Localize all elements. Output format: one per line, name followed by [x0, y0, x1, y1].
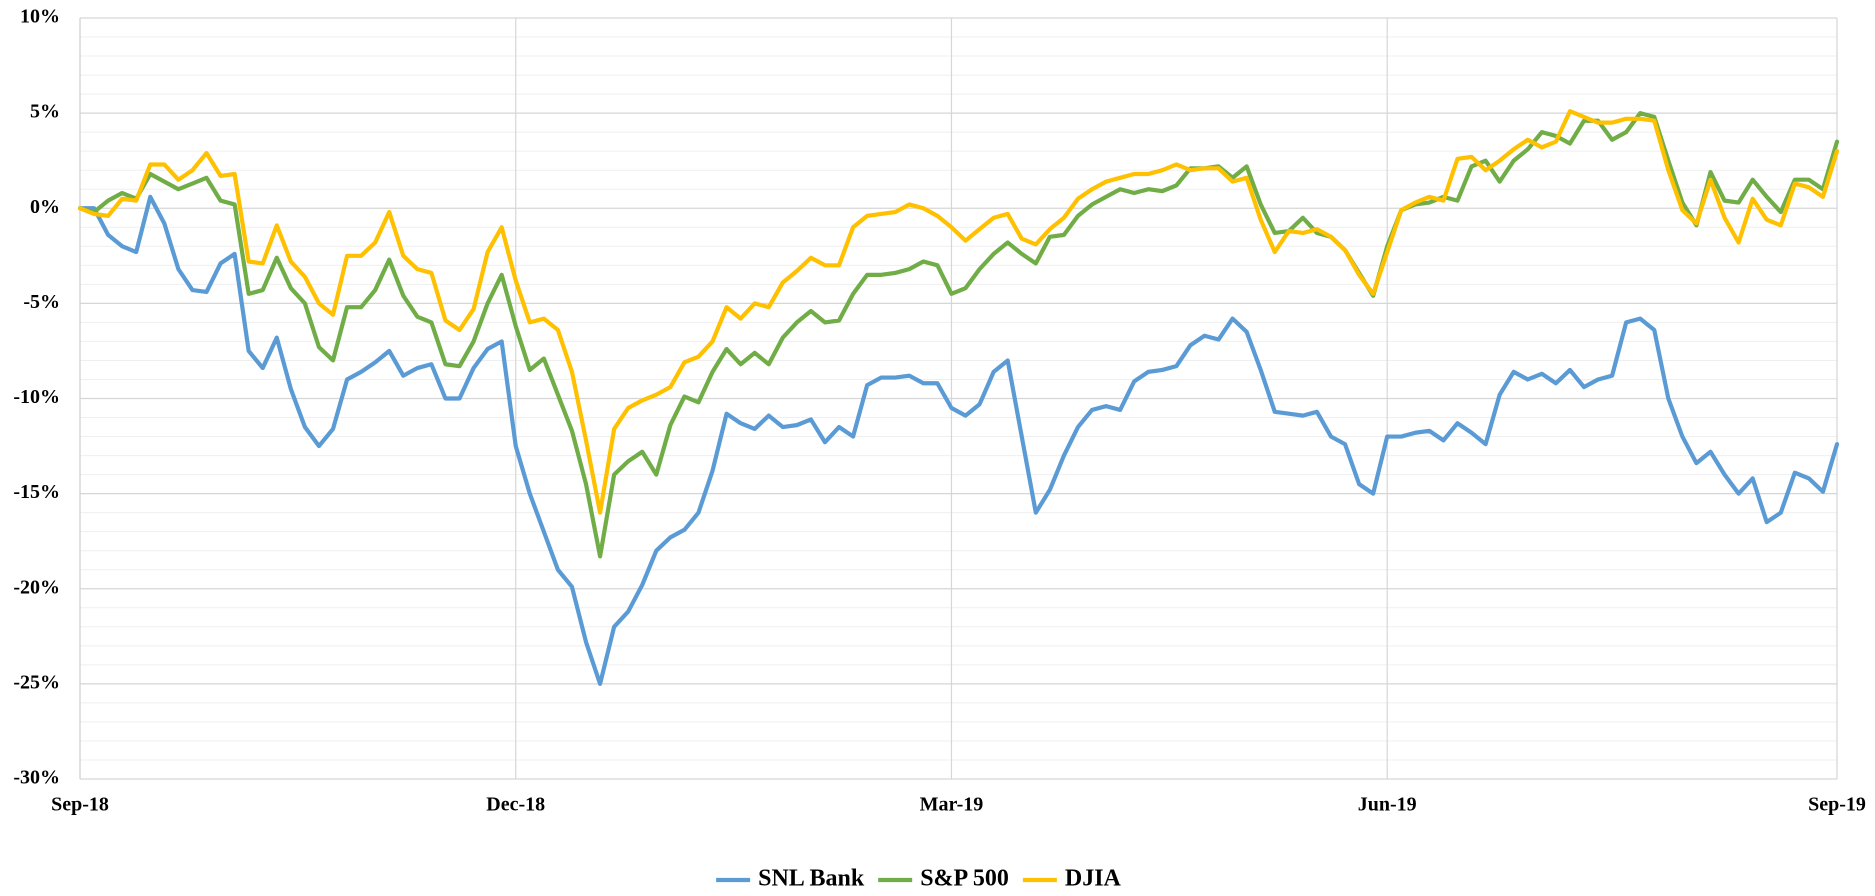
- y-tick-label: 0%: [30, 196, 60, 218]
- y-tick-label: 5%: [30, 101, 60, 123]
- series-line: [77, 109, 1840, 515]
- legend-label: SNL Bank: [758, 866, 865, 892]
- labels: -30% -25% -20% -15% -10% -5% 0% 5% 10% Sep-18 Dec-…: [13, 6, 1866, 816]
- series-line: [77, 111, 1840, 559]
- x-tick-label: Dec-18: [486, 794, 545, 816]
- lines: [77, 109, 1840, 686]
- x-tick-label: Sep-19: [1808, 794, 1866, 816]
- y-tick-label: -20%: [13, 576, 60, 598]
- x-tick-label: Mar-19: [920, 794, 984, 816]
- legend-label: DJIA: [1065, 866, 1122, 892]
- grid: [79, 17, 1838, 780]
- series-line: [77, 194, 1840, 686]
- legend: SNL Bank S&P 500 DJIA: [716, 866, 1122, 892]
- y-tick-label: -15%: [13, 481, 60, 503]
- y-tick-label: 10%: [20, 6, 60, 28]
- y-tick-label: -25%: [13, 671, 60, 693]
- y-tick-label: -30%: [13, 767, 60, 789]
- x-tick-label: Jun-19: [1358, 794, 1417, 816]
- x-tick-label: Sep-18: [51, 794, 109, 816]
- legend-label: S&P 500: [920, 866, 1009, 892]
- y-tick-label: -5%: [23, 291, 60, 313]
- y-tick-label: -10%: [13, 386, 60, 408]
